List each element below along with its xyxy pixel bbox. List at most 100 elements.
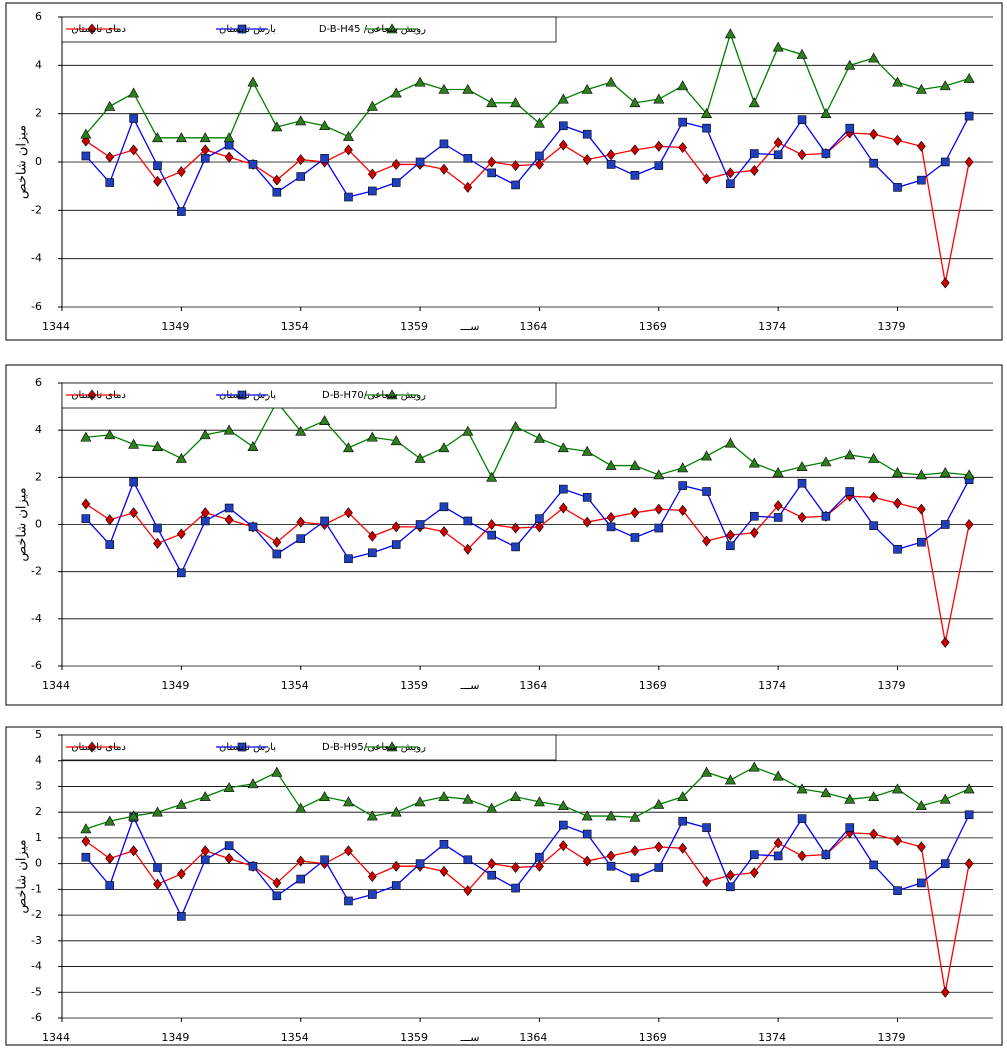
marker	[917, 503, 926, 515]
y-axis-label: میزان شاخص	[15, 125, 30, 199]
marker	[176, 528, 186, 540]
marker	[105, 151, 115, 163]
marker	[320, 855, 329, 865]
marker	[438, 791, 450, 802]
marker	[320, 516, 329, 526]
legend-box	[61, 382, 557, 409]
marker	[605, 810, 617, 821]
marker	[368, 890, 377, 899]
marker	[726, 541, 735, 551]
marker	[151, 806, 163, 817]
marker	[654, 161, 664, 170]
x-axis-label: ســـ	[460, 320, 480, 333]
marker	[366, 810, 378, 821]
x-tick-label: 1344	[42, 679, 70, 692]
y-tick-label: -2	[31, 908, 42, 921]
marker	[487, 519, 497, 530]
legend: دمای تابستان بارش تابستان رویش شعاعی/D-B-H…	[61, 382, 557, 409]
x-tick-label: 1374	[758, 679, 786, 692]
marker	[151, 441, 163, 451]
marker	[964, 519, 974, 530]
marker	[678, 842, 688, 854]
marker	[272, 187, 282, 197]
marker	[533, 432, 545, 443]
marker	[296, 172, 306, 181]
marker	[653, 798, 665, 809]
y-tick-label: -6	[31, 300, 42, 313]
marker	[319, 415, 331, 426]
marker	[677, 462, 689, 473]
marker	[296, 534, 306, 543]
marker	[581, 83, 593, 94]
marker	[606, 511, 616, 523]
marker	[678, 481, 687, 490]
marker	[128, 438, 140, 449]
marker	[200, 516, 210, 526]
marker	[224, 853, 234, 864]
marker	[533, 796, 545, 807]
marker	[939, 466, 951, 477]
marker	[80, 128, 92, 139]
marker	[606, 160, 616, 169]
marker	[80, 823, 92, 834]
marker	[630, 144, 640, 156]
marker	[176, 868, 186, 880]
marker	[581, 810, 593, 821]
marker	[702, 823, 711, 832]
marker	[344, 144, 353, 156]
marker	[386, 741, 398, 752]
legend-label: دمای تابستان	[71, 390, 126, 401]
marker	[915, 83, 927, 94]
marker	[237, 742, 247, 752]
marker	[535, 860, 544, 872]
legend-label: دمای تابستان	[71, 24, 126, 35]
marker	[677, 80, 689, 91]
marker	[606, 522, 616, 532]
marker	[917, 841, 926, 853]
legend-label: بارش تابستان	[219, 742, 276, 753]
marker	[797, 850, 807, 862]
marker	[439, 163, 449, 175]
marker	[773, 137, 783, 149]
marker	[105, 178, 115, 187]
marker	[653, 469, 665, 480]
marker	[535, 514, 544, 523]
y-tick-label: 6	[35, 376, 42, 389]
legend-label: رویش شعاعی/D-B-H95	[322, 742, 426, 753]
marker	[223, 132, 235, 143]
marker	[748, 761, 760, 772]
x-tick-label: 1359	[400, 320, 428, 333]
marker	[654, 841, 664, 853]
marker	[869, 491, 879, 503]
marker	[129, 477, 138, 487]
y-tick-label: -4	[31, 960, 42, 973]
marker	[558, 139, 568, 151]
marker	[533, 117, 545, 128]
marker	[749, 511, 759, 521]
marker	[271, 121, 283, 132]
y-tick-label: -2	[31, 565, 42, 578]
marker	[654, 863, 664, 872]
marker	[248, 160, 258, 169]
marker	[724, 437, 736, 448]
marker	[868, 791, 880, 802]
y-tick-label: 3	[35, 779, 42, 792]
marker	[105, 881, 115, 890]
marker	[917, 140, 926, 152]
marker	[773, 513, 783, 522]
marker	[606, 861, 616, 871]
y-tick-label: 2	[35, 107, 42, 120]
marker	[726, 529, 735, 541]
marker	[386, 23, 398, 34]
marker	[893, 544, 902, 554]
marker	[844, 59, 856, 70]
marker	[153, 523, 162, 533]
marker	[237, 390, 247, 400]
x-tick-label: 1349	[161, 1031, 189, 1044]
x-tick-label: 1344	[42, 320, 70, 333]
marker	[342, 131, 354, 141]
marker	[153, 863, 162, 872]
marker	[129, 144, 138, 156]
marker	[414, 452, 426, 463]
